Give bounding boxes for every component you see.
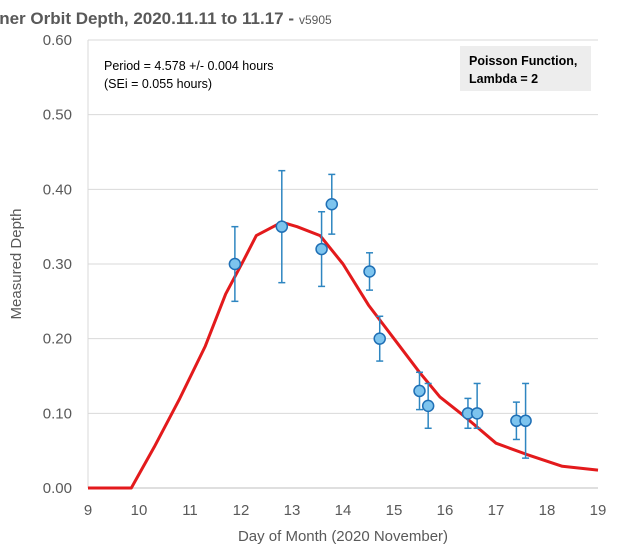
data-point: [315, 242, 328, 256]
axis-layer: [87, 40, 598, 489]
chart-title-version: v5905: [299, 13, 332, 27]
y-tick-label: 0.10: [43, 405, 72, 422]
data-point: [519, 414, 532, 428]
y-tick-labels: 0.00 0.10 0.20 0.30 0.40 0.50 0.60: [43, 32, 72, 497]
data-point: [275, 220, 289, 233]
y-tick-label: 0.60: [43, 32, 72, 49]
legend-line2: Lambda = 2: [469, 72, 538, 86]
x-tick-label: 11: [182, 502, 198, 519]
data-point: [228, 257, 242, 271]
x-tick-label: 9: [84, 502, 92, 519]
data-point-layer: [228, 198, 532, 428]
error-bar-layer: [231, 169, 530, 459]
data-point: [325, 198, 339, 211]
x-tick-label: 15: [386, 502, 403, 519]
y-tick-label: 0.30: [43, 256, 72, 273]
x-tick-labels: 9 10 11 12 13 14 15 16 17 18 19: [84, 502, 607, 519]
y-tick-label: 0.50: [43, 107, 72, 124]
poisson-fit-line: [88, 220, 599, 490]
period-annotation-line2: (SEi = 0.055 hours): [104, 77, 212, 91]
x-tick-label: 10: [131, 502, 148, 519]
period-annotation: Period = 4.578 +/- 0.004 hours (SEi = 0.…: [96, 51, 294, 97]
x-axis-title: Day of Month (2020 November): [238, 528, 448, 545]
chart-title: J0139 Inner Orbit Depth, 2020.11.11 to 1…: [0, 9, 294, 28]
period-annotation-line1: Period = 4.578 +/- 0.004 hours: [104, 59, 274, 73]
period-annotation-box: [96, 51, 294, 97]
y-tick-label: 0.40: [43, 181, 72, 198]
data-point: [413, 384, 426, 398]
data-point: [470, 407, 484, 420]
legend: Poisson Function, Lambda = 2: [460, 46, 591, 91]
data-point: [363, 265, 376, 278]
legend-box: [460, 46, 591, 91]
x-tick-label: 13: [284, 502, 301, 519]
legend-line1: Poisson Function,: [469, 54, 577, 68]
error-bar: [473, 382, 481, 430]
x-tick-label: 14: [335, 502, 352, 519]
fit-line-layer: [88, 220, 599, 490]
x-tick-label: 17: [488, 502, 505, 519]
data-point: [421, 399, 435, 413]
x-tick-label: 16: [437, 502, 454, 519]
y-axis-title: Measured Depth: [8, 209, 25, 320]
x-tick-label: 18: [539, 502, 556, 519]
x-tick-label: 12: [233, 502, 250, 519]
data-point: [373, 332, 386, 345]
y-tick-label: 0.20: [43, 331, 72, 348]
y-tick-label: 0.00: [43, 480, 72, 497]
x-tick-label: 19: [590, 502, 607, 519]
